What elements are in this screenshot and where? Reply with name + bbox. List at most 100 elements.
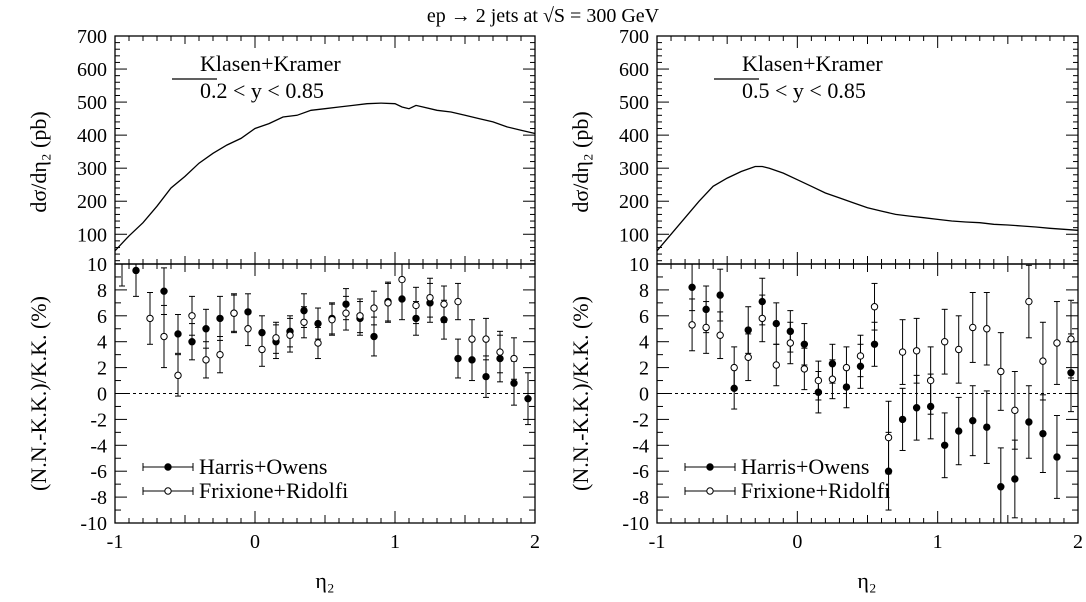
top-y-tick-label: 700: [77, 26, 107, 48]
legend-series-label: Harris+Owens: [741, 454, 870, 479]
frixione-ridolfi-point: [328, 315, 336, 324]
frixione-ridolfi-point: [1067, 335, 1075, 343]
top-y-tick-label: 700: [619, 26, 649, 48]
right-panel: -1 0 1 2100200300400500600700-10-8-6-4-2024…: [568, 26, 1083, 593]
x-tick-label: 0: [792, 531, 802, 553]
harris-owens-point: [772, 319, 780, 328]
harris-owens-point: [160, 287, 168, 295]
harris-owens-point: [524, 394, 532, 403]
frixione-ridolfi-point: [730, 363, 738, 372]
top-y-tick-label: 400: [77, 125, 107, 147]
x-tick-label: 1: [933, 531, 943, 553]
x-tick-label: -1: [107, 531, 124, 553]
frixione-ridolfi-point: [202, 356, 210, 364]
bottom-y-tick-label: 10: [629, 254, 649, 276]
frixione-ridolfi-point: [440, 300, 448, 308]
top-y-tick-label: 200: [77, 191, 107, 213]
frixione-ridolfi-point: [997, 367, 1005, 376]
top-y-tick-label: 300: [77, 158, 107, 180]
frixione-ridolfi-point: [272, 334, 280, 342]
frixione-ridolfi-point: [1053, 339, 1061, 347]
legend-series-label: Harris+Owens: [199, 454, 328, 479]
top-y-tick-label: 400: [619, 125, 649, 147]
top-y-axis-label: dσ/dη₂ (pb): [26, 111, 51, 212]
frixione-ridolfi-point: [230, 309, 238, 317]
harris-owens-point: [688, 283, 696, 292]
klasen-kramer-curve: [114, 102, 536, 252]
harris-owens-point: [454, 354, 462, 363]
bottom-y-tick-label: -6: [632, 461, 649, 483]
legend-series-label: Frixione+Ridolfi: [741, 478, 890, 503]
frixione-ridolfi-point: [983, 325, 991, 333]
frixione-ridolfi-point: [702, 323, 710, 332]
frixione-ridolfi-point: [412, 301, 420, 310]
bottom-y-tick-label: -4: [90, 435, 107, 457]
x-tick-label: 0: [250, 531, 260, 553]
left-panel: -1 0 1 2100200300400500600700-10-8-6-4-2024…: [26, 26, 540, 593]
frixione-ridolfi-point: [1039, 357, 1047, 365]
bottom-y-tick-label: 4: [97, 332, 107, 354]
top-y-tick-label: 200: [619, 191, 649, 213]
frixione-ridolfi-point: [856, 352, 865, 360]
bottom-y-tick-label: -2: [632, 409, 649, 431]
frixione-ridolfi-point: [510, 354, 518, 363]
harris-owens-point: [955, 427, 963, 435]
harris-owens-point: [898, 415, 907, 424]
harris-owens-point: [870, 340, 879, 348]
bottom-y-tick-label: -4: [632, 435, 649, 457]
frixione-ridolfi-point: [1011, 406, 1019, 415]
harris-owens-point: [1039, 429, 1047, 438]
scatter-area: [119, 257, 532, 426]
x-tick-label: 2: [1073, 531, 1083, 553]
x-tick-label: -1: [649, 531, 666, 553]
frixione-ridolfi-point: [468, 335, 476, 343]
frixione-ridolfi-point: [772, 361, 780, 369]
frixione-ridolfi-point: [496, 348, 504, 356]
frixione-ridolfi-point: [384, 299, 392, 307]
frixione-ridolfi-point: [342, 309, 350, 317]
top-y-tick-label: 300: [619, 158, 649, 180]
frixione-ridolfi-point: [955, 345, 963, 354]
frixione-ridolfi-point: [188, 312, 196, 320]
legend-series-label: Frixione+Ridolfi: [199, 478, 348, 503]
harris-owens-point: [482, 372, 490, 381]
bottom-y-tick-label: -10: [622, 513, 649, 535]
harris-owens-point: [716, 291, 724, 299]
bottom-y-tick-label: 10: [87, 254, 107, 276]
bottom-y-tick-label: -6: [90, 461, 107, 483]
bottom-y-tick-label: -8: [632, 487, 649, 509]
harris-owens-point: [997, 483, 1005, 491]
frixione-ridolfi-point: [482, 335, 490, 343]
harris-owens-point: [314, 319, 322, 328]
bottom-y-tick-label: 2: [639, 358, 649, 380]
frixione-ridolfi-point: [356, 312, 364, 320]
bottom-y-axis-label: (N.N.-K.K.)/K.K. (%): [26, 296, 51, 491]
frixione-ridolfi-point: [146, 314, 154, 323]
frixione-ridolfi-point: [160, 332, 168, 341]
harris-owens-point: [119, 257, 125, 263]
harris-owens-point: [969, 416, 977, 425]
frixione-ridolfi-point: [870, 303, 879, 311]
frixione-ridolfi-point: [244, 325, 252, 333]
klasen-kramer-curve: [656, 165, 1079, 252]
frixione-ridolfi-point: [286, 331, 294, 339]
harris-owens-point: [202, 325, 210, 333]
frixione-ridolfi-point: [216, 350, 224, 359]
legend-marker-point: [164, 463, 172, 471]
frixione-ridolfi-point: [940, 338, 949, 346]
frixione-ridolfi-point: [786, 339, 795, 347]
harris-owens-point: [370, 332, 378, 341]
frixione-ridolfi-point: [1025, 297, 1033, 306]
frixione-ridolfi-point: [744, 353, 752, 361]
bottom-y-tick-label: 4: [639, 332, 649, 354]
bottom-y-tick-label: 0: [639, 384, 649, 406]
bottom-y-tick-label: -10: [80, 513, 107, 535]
frixione-ridolfi-point: [174, 371, 182, 380]
top-y-tick-label: 600: [77, 59, 107, 81]
bottom-y-tick-label: -2: [90, 409, 107, 431]
harris-owens-point: [1053, 453, 1061, 461]
frixione-ridolfi-point: [688, 321, 696, 329]
bottom-y-tick-label: 6: [97, 306, 107, 328]
frixione-ridolfi-point: [800, 365, 809, 373]
x-tick-label: 2: [530, 531, 540, 553]
